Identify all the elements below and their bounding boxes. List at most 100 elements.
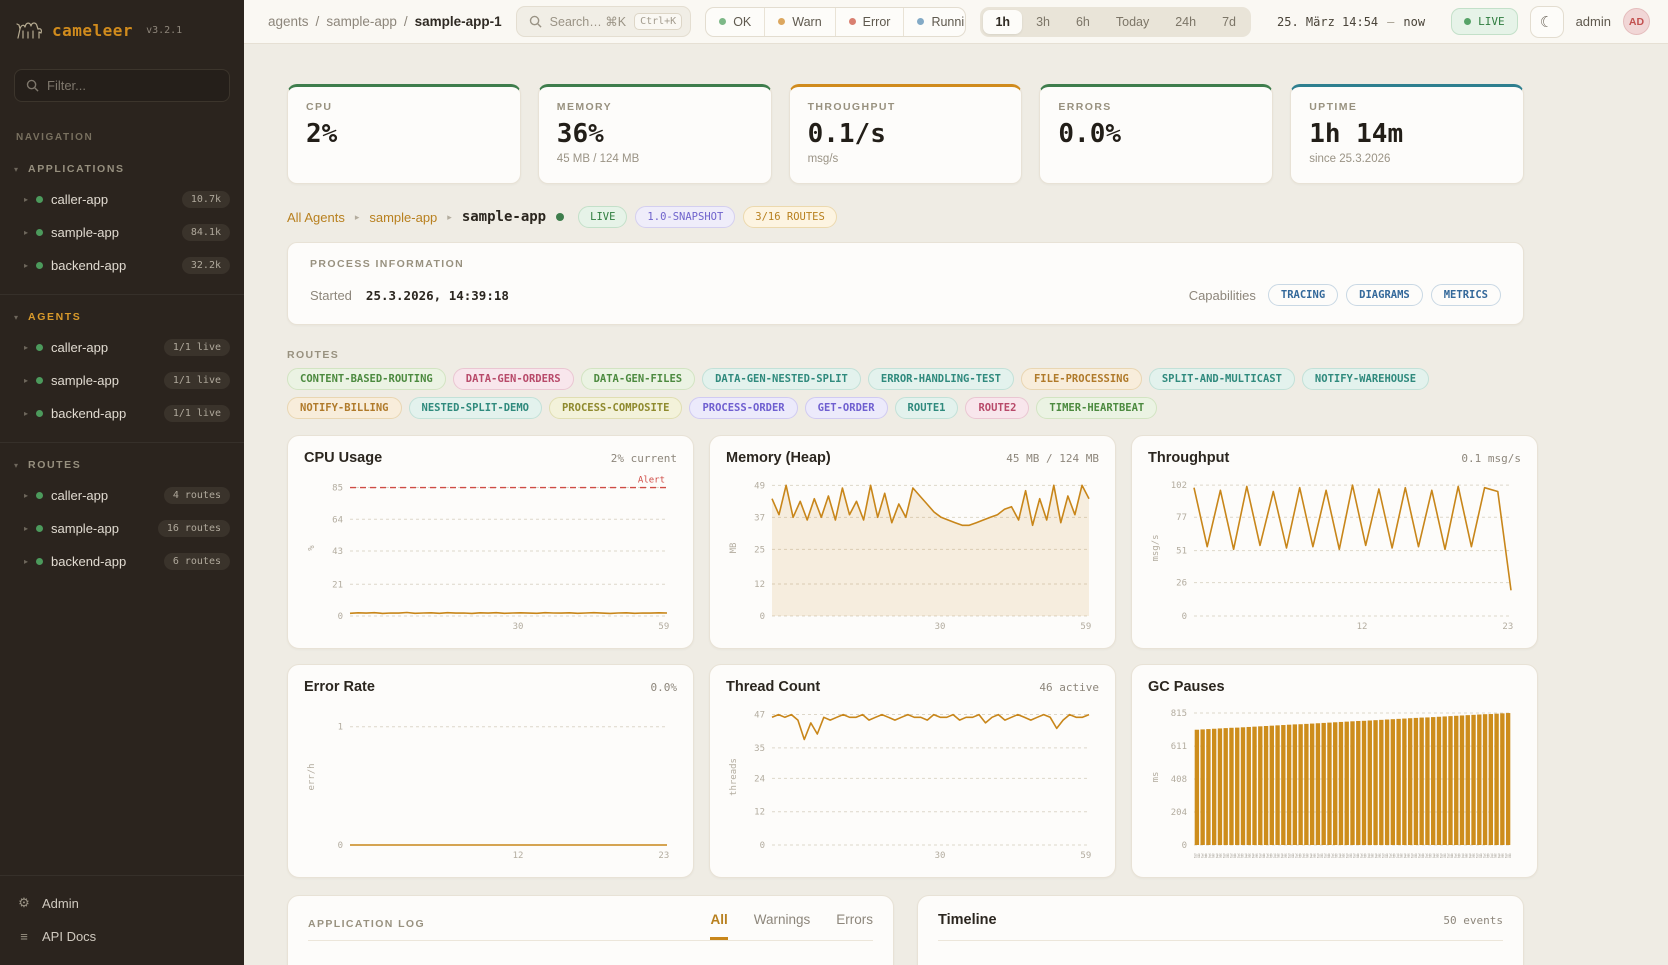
application-log-title: APPLICATION LOG — [308, 918, 426, 930]
route-chip-process-composite[interactable]: PROCESS-COMPOSITE — [548, 397, 683, 419]
chart-title: Memory (Heap) — [726, 450, 831, 466]
search-icon — [529, 15, 542, 28]
svg-text:26: 26 — [1176, 579, 1187, 589]
user-name: admin — [1575, 14, 1611, 29]
log-tab-errors[interactable]: Errors — [836, 912, 873, 927]
stat-label: THROUGHPUT — [807, 101, 896, 113]
sidebar-section-agents: ▾ AGENTS ▸ caller-app 1/1 live ▸ sample-app 1/1… — [0, 295, 244, 443]
capability-pill-diagrams: DIAGRAMS — [1346, 284, 1423, 306]
chevron-right-icon: ▸ — [24, 343, 29, 352]
sidebar-section-title: ROUTES — [28, 459, 82, 471]
main-area: agents / sample-app / sample-app-1 Searc… — [244, 0, 1668, 965]
sidebar-item-sample-app[interactable]: ▸ sample-app 1/1 live — [0, 364, 244, 397]
sidebar-item-label: sample-app — [51, 373, 119, 388]
route-chip-process-order[interactable]: PROCESS-ORDER — [689, 397, 798, 419]
svg-text:30: 30 — [513, 622, 524, 632]
stat-value: 36% — [556, 119, 604, 149]
sidebar-item-label: caller-app — [51, 340, 109, 355]
stat-label: CPU — [306, 101, 333, 113]
chevron-right-icon: ▸ — [354, 211, 360, 222]
route-chip-error-handling-test[interactable]: ERROR-HANDLING-TEST — [867, 368, 1014, 390]
stat-card-uptime: UPTIME 1h 14m since 25.3.2026 — [1290, 84, 1524, 184]
chart-card-cpu: CPU Usage 2% current 85 64 43 21 0% Alert 30 59 — [287, 435, 694, 649]
svg-text:23: 23 — [658, 851, 669, 861]
route-chip-timer-heartbeat[interactable]: TIMER-HEARTBEAT — [1036, 397, 1158, 419]
status-filter-warn[interactable]: Warn — [765, 7, 836, 36]
time-range-24h[interactable]: 24h — [1175, 14, 1197, 29]
agent-crumb-all-agents[interactable]: All Agents — [287, 209, 345, 225]
timeline-event-count: 50 events — [1443, 914, 1503, 927]
route-chip-file-processing[interactable]: FILE-PROCESSING — [1020, 368, 1142, 390]
footer-item-admin[interactable]: ⚙ Admin — [0, 886, 244, 920]
sidebar-item-caller-app[interactable]: ▸ caller-app 1/1 live — [0, 331, 244, 364]
sidebar-item-backend-app[interactable]: ▸ backend-app 6 routes — [0, 545, 244, 578]
sidebar-item-caller-app[interactable]: ▸ caller-app 10.7k — [0, 183, 244, 216]
agent-badge-1-0-snapshot: 1.0-SNAPSHOT — [635, 206, 736, 228]
route-chip-data-gen-orders[interactable]: DATA-GEN-ORDERS — [452, 368, 574, 390]
chart-card-threads: Thread Count 46 active 47 35 24 12 0 threads 30 5… — [709, 664, 1116, 878]
sidebar-section-header[interactable]: ▾ ROUTES — [0, 453, 244, 479]
date-range[interactable]: 25. März 14:54 — now — [1265, 8, 1437, 36]
time-range-7d[interactable]: 7d — [1222, 14, 1236, 29]
live-dot-icon — [1464, 18, 1472, 25]
sidebar-item-backend-app[interactable]: ▸ backend-app 1/1 live — [0, 397, 244, 430]
status-dot-icon — [778, 18, 786, 25]
status-filter-ok[interactable]: OK — [706, 7, 766, 36]
time-range-3h[interactable]: 3h — [1036, 14, 1050, 29]
sidebar-section-header[interactable]: ▾ APPLICATIONS — [0, 157, 244, 183]
sidebar-item-badge: 32.2k — [181, 257, 230, 274]
route-chip-route1[interactable]: ROUTE1 — [894, 397, 959, 419]
status-filter-error[interactable]: Error — [836, 7, 905, 36]
sidebar-item-backend-app[interactable]: ▸ backend-app 32.2k — [0, 249, 244, 282]
svg-text:0: 0 — [338, 841, 343, 851]
route-chip-data-gen-files[interactable]: DATA-GEN-FILES — [580, 368, 696, 390]
sidebar-section-header[interactable]: ▾ AGENTS — [0, 305, 244, 331]
status-filter-label: Warn — [792, 14, 822, 29]
log-tab-warnings[interactable]: Warnings — [753, 912, 811, 927]
svg-text:12: 12 — [513, 851, 524, 861]
search-icon — [26, 79, 39, 92]
capabilities-label: Capabilities — [1188, 287, 1256, 303]
footer-item-api-docs[interactable]: ≡ API Docs — [0, 920, 244, 953]
timeline-title: Timeline — [938, 912, 997, 928]
chevron-down-icon: ▾ — [14, 312, 19, 322]
time-range-today[interactable]: Today — [1115, 14, 1150, 29]
agent-crumb-app[interactable]: sample-app — [369, 209, 438, 225]
time-range-6h[interactable]: 6h — [1075, 14, 1090, 29]
route-chip-content-based-routing[interactable]: CONTENT-BASED-ROUTING — [287, 368, 446, 390]
route-chip-data-gen-nested-split[interactable]: DATA-GEN-NESTED-SPLIT — [702, 368, 861, 390]
sidebar-item-sample-app[interactable]: ▸ sample-app 16 routes — [0, 512, 244, 545]
application-log-panel: APPLICATION LOG All Warnings Errors — [287, 895, 894, 965]
search-input[interactable]: Search… ⌘K Ctrl+K — [515, 6, 692, 37]
time-range-1h[interactable]: 1h — [983, 9, 1023, 34]
sidebar-item-sample-app[interactable]: ▸ sample-app 84.1k — [0, 216, 244, 249]
agent-badges: LIVE 1.0-SNAPSHOT 3/16 ROUTES — [578, 206, 837, 228]
stat-subtext: since 25.3.2026 — [1309, 153, 1391, 165]
route-chip-nested-split-demo[interactable]: NESTED-SPLIT-DEMO — [408, 397, 542, 419]
log-tab-all[interactable]: All — [710, 912, 728, 940]
chevron-right-icon: ▸ — [24, 409, 29, 418]
route-chip-notify-warehouse[interactable]: NOTIFY-WAREHOUSE — [1301, 368, 1430, 390]
stat-label: MEMORY — [556, 101, 613, 113]
breadcrumb-agents[interactable]: agents — [268, 14, 309, 29]
avatar[interactable]: AD — [1623, 8, 1650, 35]
stat-card-throughput: THROUGHPUT 0.1/s msg/s — [788, 84, 1023, 184]
route-chip-route2[interactable]: ROUTE2 — [965, 397, 1030, 419]
breadcrumb-current: sample-app-1 — [414, 14, 502, 29]
theme-toggle-button[interactable]: ☾ — [1529, 5, 1564, 38]
date-to: now — [1403, 14, 1426, 29]
status-filter-running[interactable]: Running — [904, 8, 965, 36]
stat-card-cpu: CPU 2% — [287, 84, 521, 184]
route-chip-notify-billing[interactable]: NOTIFY-BILLING — [287, 397, 402, 419]
stat-label: UPTIME — [1309, 101, 1358, 113]
sidebar-item-caller-app[interactable]: ▸ caller-app 4 routes — [0, 479, 244, 512]
route-chip-split-and-multicast[interactable]: SPLIT-AND-MULTICAST — [1148, 368, 1295, 390]
chart-header: Thread Count 46 active — [726, 679, 1099, 695]
log-tabs: All Warnings Errors — [710, 912, 873, 940]
route-chip-get-order[interactable]: GET-ORDER — [804, 397, 888, 419]
sidebar-item-badge: 4 routes — [163, 487, 230, 504]
breadcrumb-sample-app[interactable]: sample-app — [326, 14, 397, 29]
svg-text:12: 12 — [754, 808, 765, 818]
chart-header: Throughput 0.1 msg/s — [1148, 450, 1521, 466]
sidebar-filter-input[interactable]: Filter... — [14, 69, 230, 102]
